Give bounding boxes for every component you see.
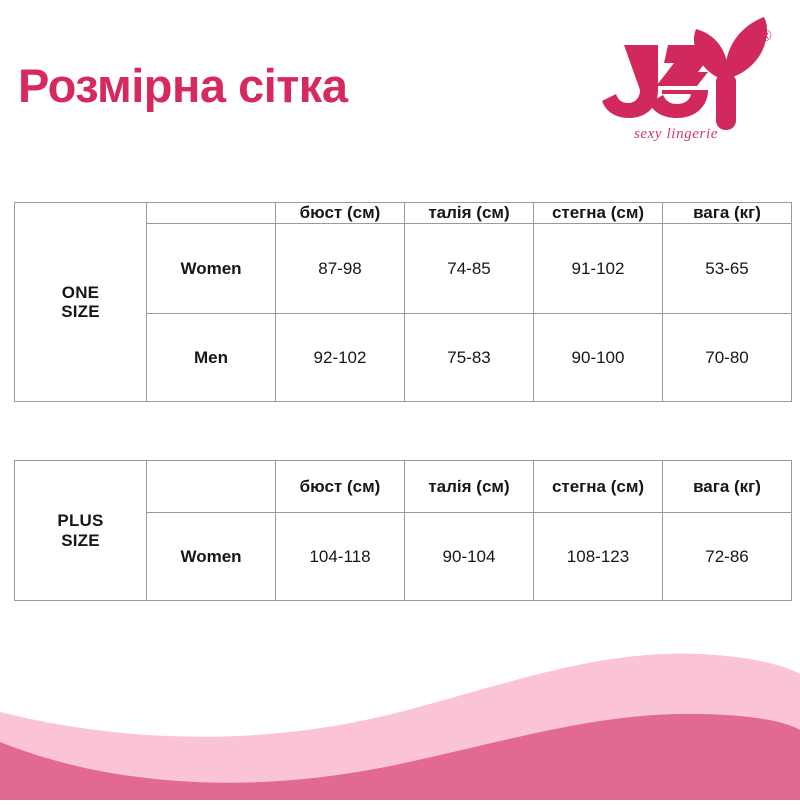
one-size-table: ONE SIZE бюст (см) талія (см) стегна (см…	[14, 202, 792, 402]
one-size-header-hips: стегна (см)	[533, 202, 663, 224]
logo-tagline: sexy lingerie	[633, 126, 719, 142]
one-size-header-gender-blank	[146, 202, 276, 224]
plus-size-row-women-gender: Women	[146, 512, 276, 601]
one-size-row-women-bust: 87-98	[275, 223, 405, 314]
plus-size-table: PLUS SIZE бюст (см) талія (см) стегна (с…	[14, 460, 792, 601]
one-size-row-women-waist: 74-85	[404, 223, 534, 314]
one-size-row-women-gender: Women	[146, 223, 276, 314]
registered-trademark-icon: ®	[759, 26, 772, 45]
one-size-header-waist: талія (см)	[404, 202, 534, 224]
one-size-row-women-weight: 53-65	[662, 223, 792, 314]
table-row: Men 92-102 75-83 90-100 70-80	[15, 313, 792, 402]
plus-size-row-women-hips: 108-123	[533, 512, 663, 601]
plus-size-row-women-weight: 72-86	[662, 512, 792, 601]
one-size-row-men-hips: 90-100	[533, 313, 663, 402]
one-size-label-line1: ONE	[61, 282, 100, 302]
one-size-row-men-bust: 92-102	[275, 313, 405, 402]
table-row: ONE SIZE бюст (см) талія (см) стегна (см…	[14, 202, 792, 402]
plus-size-label: PLUS SIZE	[14, 460, 147, 601]
brand-logo: ® sexy lingerie	[596, 14, 786, 164]
one-size-row-men-gender: Men	[146, 313, 276, 402]
plus-size-header-weight: вага (кг)	[662, 460, 792, 513]
one-size-header-weight: вага (кг)	[662, 202, 792, 224]
page-title: Розмірна сітка	[18, 59, 348, 112]
one-size-header-bust: бюст (см)	[275, 202, 405, 224]
one-size-row-men-weight: 70-80	[662, 313, 792, 402]
one-size-row-women-hips: 91-102	[533, 223, 663, 314]
plus-size-row-women-waist: 90-104	[404, 512, 534, 601]
plus-size-header-bust: бюст (см)	[275, 460, 405, 513]
plus-size-header-gender-blank	[146, 460, 276, 513]
decorative-wave-footer	[0, 620, 800, 800]
one-size-row-men-waist: 75-83	[404, 313, 534, 402]
one-size-label-line2: SIZE	[61, 302, 100, 321]
table-row: Women 87-98 74-85 91-102 53-65	[15, 223, 792, 314]
jsy-wordmark-icon	[596, 14, 786, 130]
one-size-label: ONE SIZE	[14, 202, 147, 402]
plus-size-label-line2: SIZE	[61, 530, 100, 550]
plus-size-row-women-bust: 104-118	[275, 512, 405, 601]
plus-size-label-line1: PLUS	[57, 511, 104, 531]
header: Розмірна сітка	[0, 0, 800, 190]
table-row: PLUS SIZE бюст (см) талія (см) стегна (с…	[14, 460, 792, 601]
plus-size-header-waist: талія (см)	[404, 460, 534, 513]
plus-size-header-hips: стегна (см)	[533, 460, 663, 513]
table-row: Women 104-118 90-104 108-123 72-86	[15, 512, 792, 601]
wave-dark-shape	[0, 713, 800, 800]
